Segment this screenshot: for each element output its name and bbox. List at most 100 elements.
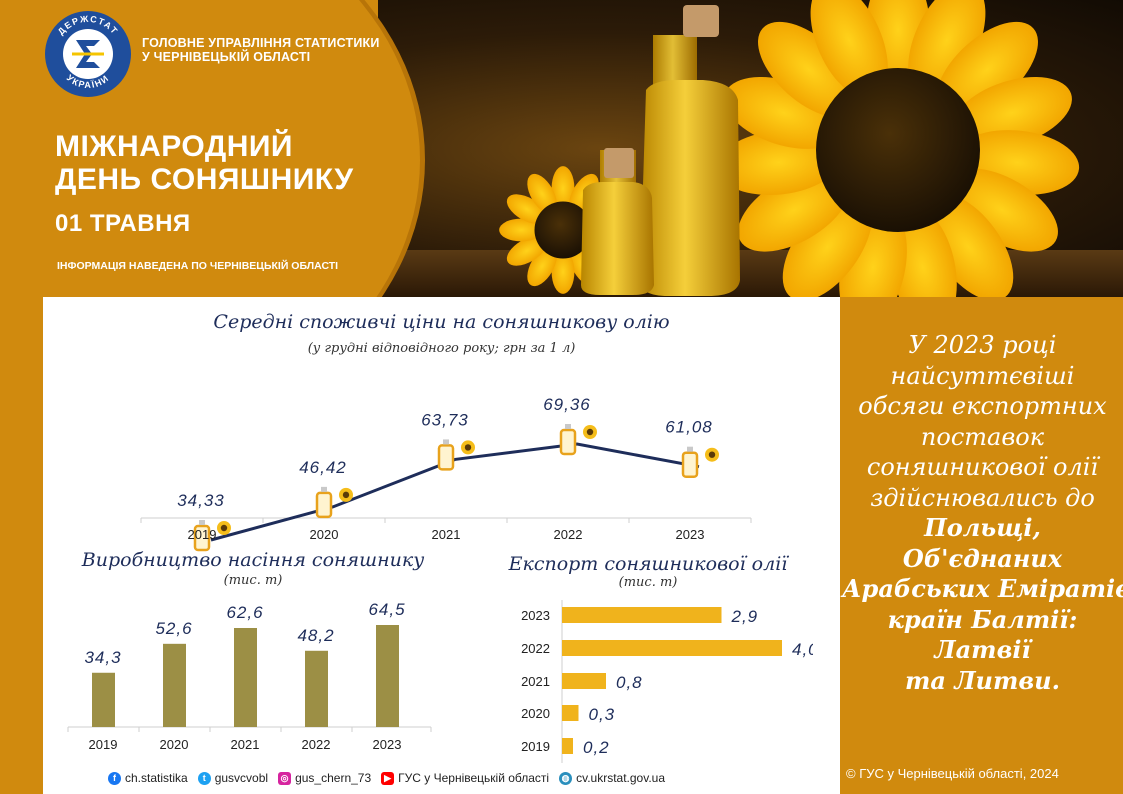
bottle-cap: [565, 424, 571, 429]
header-photo: [378, 0, 1123, 297]
summary-country: та Литви.: [905, 665, 1060, 695]
page-title: МІЖНАРОДНИЙ ДЕНЬ СОНЯШНИКУ: [55, 130, 354, 196]
org-line-1: ГОЛОВНЕ УПРАВЛІННЯ СТАТИСТИКИ: [142, 36, 380, 50]
x-tick-label: 2023: [373, 737, 402, 752]
data-label: 52,6: [155, 619, 192, 638]
oil-bottle-sunflower-icon: [437, 439, 475, 471]
org-line-2: У ЧЕРНІВЕЦЬКІЙ ОБЛАСТІ: [142, 50, 311, 64]
export-bar: [562, 607, 722, 623]
summary-line: обсяги експортних: [858, 392, 1107, 420]
export-bar: [562, 705, 579, 721]
data-label: 69,36: [543, 395, 591, 414]
social-link-instagram[interactable]: ◎ gus_chern_73: [278, 771, 371, 785]
y-tick-label: 2021: [521, 674, 550, 689]
oil-bottle-sunflower-icon: [315, 486, 353, 519]
production-bar: [305, 650, 328, 727]
summary-country: Латвії: [934, 635, 1031, 664]
x-tick-label: 2019: [188, 527, 217, 542]
production-chart-subtitle: (тис. т): [223, 573, 283, 588]
copyright: © ГУС у Чернівецькій області, 2024: [846, 766, 1059, 781]
data-label: 34,3: [84, 648, 121, 667]
oil-bottle-sunflower-icon: [559, 424, 597, 456]
summary-line: поставок: [920, 422, 1045, 451]
data-label: 4,0: [792, 640, 813, 659]
info-note: ІНФОРМАЦІЯ НАВЕДЕНА ПО ЧЕРНІВЕЦЬКІЙ ОБЛА…: [57, 260, 339, 272]
summary-country: країн Балтії:: [887, 604, 1078, 634]
bottle-cap: [687, 446, 693, 452]
production-bar-chart: 34,3 2019 52,6 2020 62,6 2021 48,2 2022 64,5 2023: [67, 600, 432, 752]
social-links: f ch.statistika t gusvcvobl ◎ gus_chern_73 …: [108, 768, 665, 788]
export-summary: У 2023 році найсуттєвіші обсяги експортн…: [842, 330, 1123, 696]
export-bar: [562, 640, 782, 656]
sunflower-center: [342, 491, 350, 499]
title-line-2: ДЕНЬ СОНЯШНИКУ: [55, 163, 354, 196]
data-label: 34,33: [177, 491, 225, 510]
export-bar: [562, 673, 606, 689]
bottle-body: [193, 524, 211, 552]
sunflower-center: [220, 524, 228, 532]
globe-icon: ◍: [559, 771, 573, 785]
bottle-body: [315, 491, 333, 519]
data-label: 46,42: [299, 458, 347, 477]
export-chart-title: Експорт соняшникової олії: [508, 553, 788, 575]
x-tick-label: 2021: [231, 737, 260, 752]
price-chart-subtitle: (у грудні відповідного року; грн за 1 л): [307, 341, 576, 356]
bottle-body: [559, 428, 577, 456]
social-label: gus_chern_73: [295, 771, 372, 785]
social-link-facebook[interactable]: f ch.statistika: [108, 771, 188, 785]
production-bar: [92, 672, 115, 727]
data-label: 61,08: [665, 418, 713, 437]
summary-line: соняшникової олії: [866, 453, 1099, 481]
data-label: 62,6: [226, 603, 263, 622]
summary-line: У 2023 році: [908, 331, 1057, 359]
data-label: 0,3: [589, 705, 616, 724]
sunflower-center: [708, 451, 716, 458]
production-chart-title: Виробництво насіння соняшнику: [81, 549, 425, 571]
x-tick-label: 2022: [554, 527, 583, 542]
summary-country: Арабських Еміратів,: [842, 574, 1123, 603]
y-tick-label: 2023: [521, 608, 550, 623]
summary-line: здійснювались до: [870, 483, 1095, 512]
bottle-cap: [321, 486, 327, 492]
social-label: ch.statistika: [125, 771, 188, 785]
price-series-line: [210, 442, 700, 542]
facebook-icon: f: [108, 771, 121, 785]
price-chart-title: Середні споживчі ціни на соняшникову олі…: [213, 311, 670, 333]
oil-bottle-sunflower-icon: [193, 520, 231, 552]
data-label: 48,2: [297, 626, 334, 645]
data-label: 0,8: [616, 673, 643, 692]
export-bar-chart: 2,9 2023 4,0 2022 0,8 2021 0,3 2020 0,2 2019: [521, 600, 813, 763]
production-bar: [234, 628, 257, 727]
x-tick-label: 2022: [302, 737, 331, 752]
data-label: 0,2: [583, 738, 610, 757]
organization-name: ГОЛОВНЕ УПРАВЛІННЯ СТАТИСТИКИ У ЧЕРНІВЕЦ…: [142, 36, 380, 64]
y-tick-label: 2020: [521, 706, 550, 721]
social-label: gusvcvobl: [214, 771, 269, 785]
social-link-twitter[interactable]: t gusvcvobl: [197, 771, 269, 785]
social-link-youtube[interactable]: ▶ ГУС у Чернівецькій області: [381, 771, 549, 785]
instagram-icon: ◎: [278, 771, 292, 785]
sunflower-center: [586, 428, 594, 436]
x-tick-label: 2020: [310, 527, 339, 542]
summary-line: найсуттєвіші: [890, 361, 1075, 390]
data-label: 63,73: [421, 410, 469, 429]
export-bar: [562, 738, 573, 754]
price-line-chart: 34,33 2019 46,42 2020 63,73 2021 69,36 2022 61,0…: [140, 395, 752, 552]
x-tick-label: 2023: [676, 527, 705, 542]
y-tick-label: 2019: [521, 739, 550, 754]
social-label: cv.ukrstat.gov.ua: [576, 771, 666, 785]
event-date: 01 ТРАВНЯ: [55, 210, 191, 237]
x-tick-label: 2020: [160, 737, 189, 752]
social-label: ГУС у Чернівецькій області: [398, 771, 550, 785]
charts-panel: Середні споживчі ціни на соняшникову олі…: [43, 297, 840, 794]
derzhstat-logo: ДЕРЖСТАТ УКРАЇНИ: [45, 11, 131, 97]
x-tick-label: 2019: [89, 737, 118, 752]
youtube-icon: ▶: [381, 771, 395, 785]
summary-country: Об'єднаних: [902, 543, 1063, 573]
bottle-body: [681, 451, 699, 478]
y-tick-label: 2022: [521, 641, 550, 656]
social-link-website[interactable]: ◍ cv.ukrstat.gov.ua: [559, 771, 665, 785]
production-bar: [376, 625, 399, 727]
export-chart-subtitle: (тис. т): [618, 575, 678, 590]
